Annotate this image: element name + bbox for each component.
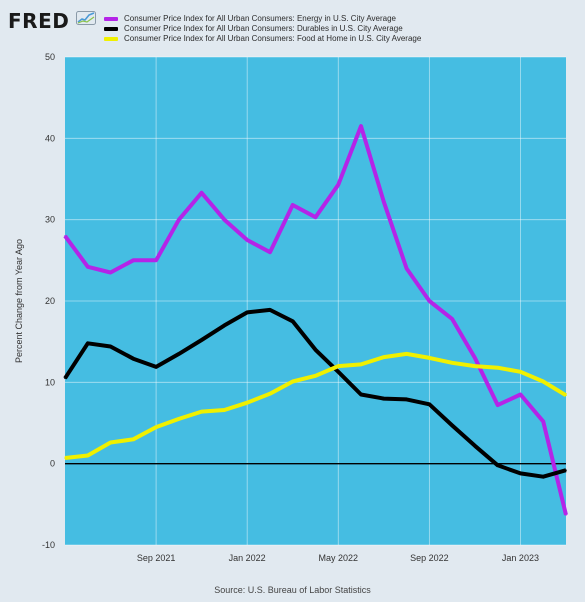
x-tick-label: May 2022 — [319, 553, 359, 563]
data-point-2 — [132, 438, 135, 441]
legend-item-energy: Consumer Price Index for All Urban Consu… — [104, 14, 421, 24]
data-point-1 — [87, 342, 89, 345]
data-point-2 — [109, 441, 112, 444]
data-point-1 — [200, 339, 203, 341]
data-point-1 — [132, 357, 135, 360]
data-point-0 — [519, 393, 522, 396]
data-point-2 — [451, 362, 453, 364]
data-point-2 — [428, 357, 431, 359]
data-point-0 — [246, 239, 248, 241]
data-point-2 — [383, 356, 385, 358]
y-tick-label: 40 — [45, 133, 55, 143]
y-tick-label: 20 — [45, 296, 55, 306]
data-point-1 — [383, 397, 385, 400]
data-point-0 — [109, 271, 112, 274]
legend-label-energy: Consumer Price Index for All Urban Consu… — [124, 14, 396, 23]
data-point-1 — [542, 475, 544, 478]
x-tick-label: Jan 2022 — [229, 553, 266, 563]
data-point-1 — [223, 324, 226, 327]
x-tick-label: Sep 2022 — [410, 553, 449, 563]
fred-logo: FRED — [8, 9, 70, 33]
data-point-2 — [496, 366, 499, 369]
data-point-1 — [360, 393, 362, 396]
data-point-2 — [519, 371, 522, 373]
legend-item-food: Consumer Price Index for All Urban Consu… — [104, 34, 421, 44]
data-point-1 — [109, 345, 112, 348]
data-point-1 — [496, 464, 499, 467]
data-point-1 — [178, 353, 180, 355]
data-point-2 — [200, 410, 203, 413]
data-point-1 — [565, 469, 567, 472]
legend-label-durables: Consumer Price Index for All Urban Consu… — [124, 24, 403, 33]
fred-logo-chart-icon — [76, 11, 96, 25]
data-point-2 — [337, 365, 340, 367]
data-point-0 — [360, 125, 362, 127]
data-point-0 — [87, 266, 89, 268]
chart-legend: Consumer Price Index for All Urban Consu… — [104, 14, 421, 44]
x-tick-label: Sep 2021 — [137, 553, 176, 563]
x-tick-label: Jan 2023 — [502, 553, 539, 563]
data-point-2 — [360, 363, 362, 366]
data-point-0 — [337, 183, 340, 186]
y-tick-label: 0 — [50, 459, 55, 469]
line-chart: -10 0 10 20 30 40 50 Sep 2021 Jan 2022 May 2022 Se… — [14, 52, 568, 563]
legend-label-food: Consumer Price Index for All Urban Consu… — [124, 34, 422, 43]
data-point-0 — [291, 204, 294, 206]
data-point-1 — [155, 366, 157, 368]
data-point-0 — [451, 318, 453, 320]
data-point-1 — [291, 320, 294, 323]
data-point-2 — [405, 353, 408, 355]
data-point-2 — [542, 380, 544, 383]
data-point-0 — [223, 218, 226, 221]
data-point-1 — [405, 398, 408, 401]
data-point-1 — [269, 309, 271, 311]
data-point-1 — [519, 472, 522, 475]
data-point-0 — [383, 201, 385, 203]
data-point-0 — [64, 235, 66, 237]
data-point-2 — [155, 426, 157, 428]
y-tick-label: -10 — [42, 540, 55, 550]
data-point-2 — [474, 365, 476, 367]
legend-swatch-durables — [104, 27, 118, 31]
data-point-0 — [314, 216, 317, 218]
data-point-2 — [64, 457, 66, 459]
legend-swatch-food — [104, 37, 118, 41]
data-point-1 — [451, 424, 453, 427]
data-point-2 — [87, 454, 89, 457]
y-tick-label: 10 — [45, 377, 55, 387]
data-point-1 — [246, 311, 248, 314]
y-tick-label: 50 — [45, 52, 55, 62]
data-point-2 — [565, 394, 567, 397]
data-point-2 — [314, 375, 317, 377]
data-point-0 — [565, 514, 567, 516]
data-point-0 — [405, 267, 408, 270]
data-point-1 — [474, 445, 476, 447]
data-point-0 — [542, 420, 544, 423]
source-note: Source: U.S. Bureau of Labor Statistics — [214, 585, 371, 595]
data-point-0 — [178, 218, 180, 221]
data-point-2 — [178, 418, 180, 420]
data-point-1 — [64, 377, 66, 380]
y-tick-label: 30 — [45, 215, 55, 225]
data-point-2 — [269, 392, 271, 395]
data-point-0 — [132, 259, 135, 262]
data-point-0 — [269, 251, 271, 253]
legend-item-durables: Consumer Price Index for All Urban Consu… — [104, 24, 421, 34]
data-point-1 — [314, 349, 317, 351]
legend-swatch-energy — [104, 17, 118, 21]
data-point-0 — [200, 192, 203, 194]
data-point-2 — [246, 401, 248, 404]
data-point-0 — [428, 300, 431, 302]
data-point-0 — [496, 404, 499, 406]
data-point-2 — [223, 409, 226, 411]
data-point-0 — [155, 259, 157, 262]
y-axis-label: Percent Change from Year Ago — [14, 239, 24, 363]
data-point-1 — [337, 371, 340, 373]
data-point-0 — [474, 357, 476, 359]
data-point-2 — [291, 380, 294, 383]
data-point-1 — [428, 403, 431, 406]
